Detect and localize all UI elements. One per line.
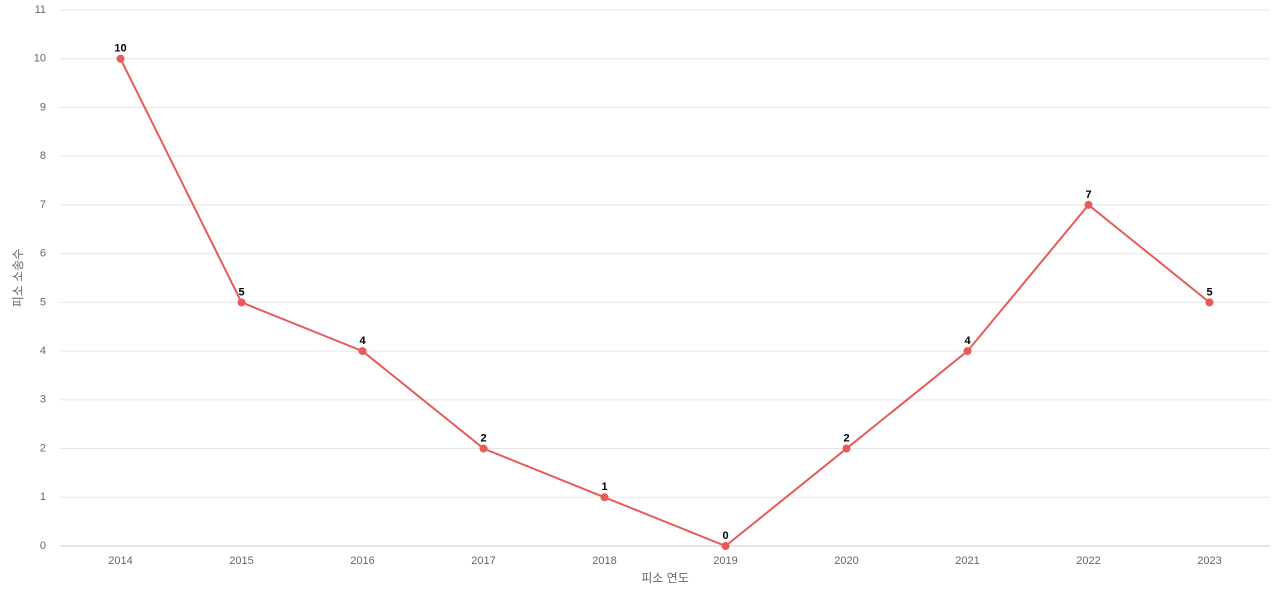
y-tick-label: 5 (40, 296, 46, 308)
point (116, 54, 125, 63)
x-tick-label: 2021 (955, 555, 979, 567)
y-axis-label: 피소 소송수 (11, 249, 25, 308)
y-tick-label: 6 (40, 248, 46, 260)
point (1205, 298, 1214, 307)
y-tick-label: 3 (40, 394, 46, 406)
x-tick-label: 2023 (1197, 555, 1221, 567)
y-tick-label: 8 (40, 150, 46, 162)
x-tick-label: 2022 (1076, 555, 1100, 567)
value-label: 1 (601, 481, 607, 493)
y-tick-label: 10 (34, 53, 46, 65)
value-label: 7 (1085, 189, 1091, 201)
x-tick-label: 2016 (350, 555, 374, 567)
y-tick-label: 9 (40, 101, 46, 113)
value-label: 4 (964, 335, 971, 347)
point (358, 347, 367, 356)
point (479, 444, 488, 453)
x-tick-label: 2019 (713, 555, 737, 567)
value-label: 2 (480, 432, 486, 444)
value-label: 5 (1206, 286, 1212, 298)
y-tick-label: 7 (40, 199, 46, 211)
line (119, 58, 1211, 548)
x-tick-label: 2014 (108, 555, 132, 567)
y-tick-label: 4 (40, 345, 46, 357)
point (842, 444, 851, 453)
point (600, 493, 609, 502)
value-label: 5 (238, 286, 244, 298)
point (237, 298, 246, 307)
y-tick-label: 11 (35, 4, 46, 16)
point (721, 542, 730, 550)
value-label: 0 (722, 530, 728, 542)
y-tick-label: 0 (40, 540, 46, 552)
y-tick-label: 2 (40, 442, 46, 454)
x-tick-label: 2015 (229, 555, 253, 567)
point (963, 347, 972, 356)
value-label: 2 (843, 432, 849, 444)
x-axis-label: 피소 연도 (641, 571, 689, 585)
y-tick-label: 1 (40, 491, 46, 503)
x-tick-label: 2017 (471, 555, 495, 567)
x-tick-label: 2020 (834, 555, 858, 567)
value-label: 4 (359, 335, 366, 347)
x-tick-label: 2018 (592, 555, 616, 567)
value-label: 10 (114, 43, 126, 55)
point (1084, 200, 1093, 209)
